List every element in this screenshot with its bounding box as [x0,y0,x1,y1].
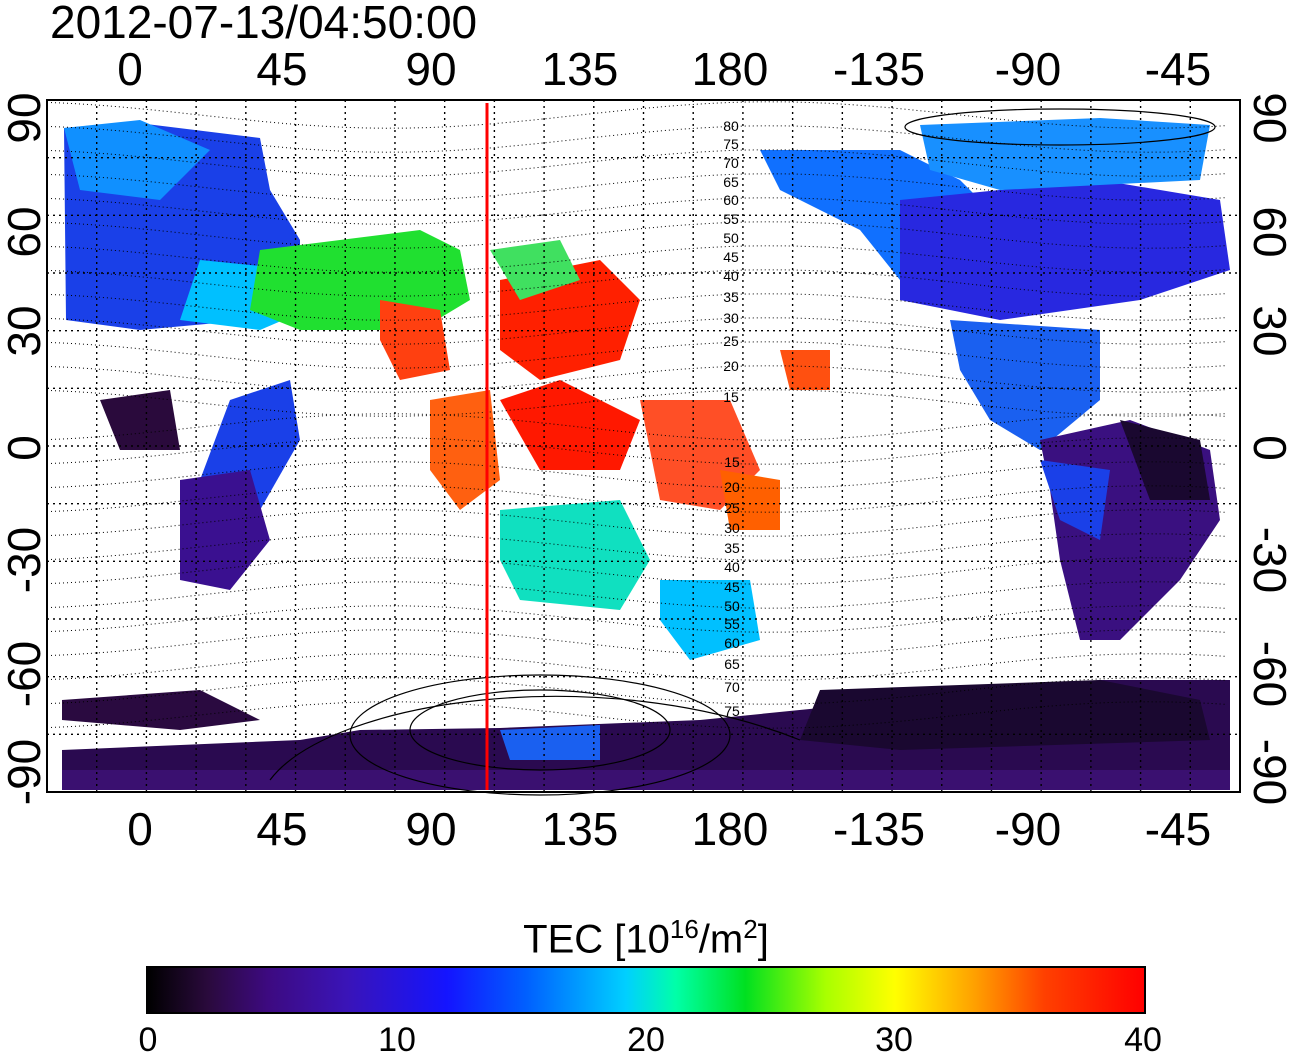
lon-tick-top: 45 [256,43,308,95]
lon-tick-bottom: 135 [541,803,619,855]
contour-label: 45 [724,579,740,595]
colorbar [146,966,1146,1014]
lon-tick-bottom: 0 [127,803,153,855]
contour-labels: 80 75 70 65 60 55 50 45 40 35 30 25 20 15 15 20 25 30 35 40… [723,118,740,719]
contour-label: 75 [723,136,739,152]
contour-label: 70 [723,155,739,171]
contour-line [46,629,1228,657]
colorbar-tick: 30 [875,1021,913,1059]
lon-tick-top: 135 [541,43,619,95]
contour-label: 15 [723,389,739,405]
contour-label: 65 [723,174,739,190]
tec-data-blobs [62,118,1230,790]
contour-label: 25 [723,333,739,349]
contour-label: 25 [724,500,740,516]
contour-label: 35 [723,289,739,305]
contour-label: 30 [723,310,739,326]
lon-tick-bottom: -45 [1144,803,1212,855]
lon-tick-top: -135 [832,43,926,95]
contour-label: 70 [724,679,740,695]
contour-label: 35 [724,540,740,556]
graticule-grid [47,100,1240,792]
contour-label: 75 [724,703,740,719]
contour-label: 40 [724,559,740,575]
contour-label: 20 [724,479,740,495]
contour-label: 50 [724,598,740,614]
lon-tick-bottom: 180 [691,803,769,855]
lon-tick-bottom: 45 [256,803,308,855]
colorbar-tick: 10 [378,1021,416,1059]
contour-label: 60 [724,635,740,651]
south-contours [269,108,1216,796]
contour-label: 15 [724,454,740,470]
contour-label: 40 [723,268,739,284]
lon-tick-top: -90 [994,43,1062,95]
contour-label: 50 [723,230,739,246]
lon-tick-bottom: -90 [994,803,1062,855]
timestamp-title: 2012-07-13/04:50:00 [50,0,478,48]
contour-label: 60 [723,192,739,208]
lon-tick-bottom: -135 [832,803,926,855]
lon-tick-bottom: 90 [405,803,457,855]
colorbar-tick: 40 [1124,1021,1162,1059]
contour-label: 65 [724,656,740,672]
lon-tick-top: 180 [691,43,769,95]
colorbar-title: TEC [1016/m2] [523,914,769,962]
contour-label: 80 [723,118,739,134]
contour-label: 55 [724,616,740,632]
lon-tick-top: -45 [1144,43,1212,95]
contour-label: 20 [723,358,739,374]
lon-tick-top: 90 [405,43,457,95]
contour-label: 55 [723,211,739,227]
lon-tick-top: 0 [117,43,143,95]
contour-label: 30 [724,520,740,536]
contour-label: 45 [723,249,739,265]
colorbar-tick: 20 [627,1021,665,1059]
colorbar-tick: 0 [138,1021,158,1059]
map-frame [46,99,1241,793]
